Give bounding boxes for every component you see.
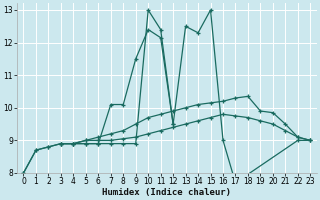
X-axis label: Humidex (Indice chaleur): Humidex (Indice chaleur) (102, 188, 231, 197)
